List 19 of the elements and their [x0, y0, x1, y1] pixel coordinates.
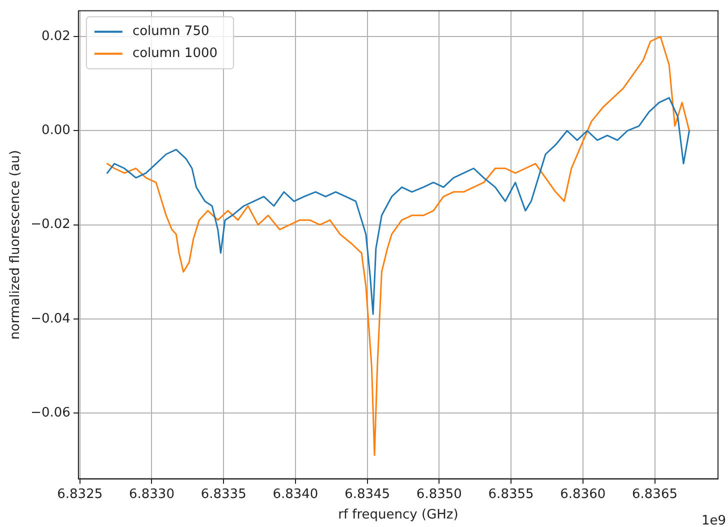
x-tick-label: 6.8360	[560, 486, 606, 502]
x-tick-label: 6.8355	[488, 486, 534, 502]
text: 1e9	[701, 514, 726, 527]
x-tick-label: 6.8365	[632, 486, 678, 502]
y-axis-title: normalized fluorescence (au)	[8, 150, 24, 340]
y-tick-label: 0.02	[41, 29, 70, 44]
y-tick-label: −0.06	[30, 405, 70, 420]
x-tick-label: 6.8340	[272, 486, 318, 502]
x-tick-label: 6.8330	[128, 486, 174, 502]
x-axis-title: rf frequency (GHz)	[338, 508, 458, 523]
legend-label: column 750	[132, 24, 210, 40]
y-tick-label: 0.00	[41, 123, 70, 138]
x-tick-label: 6.8345	[344, 486, 390, 502]
y-tick-label: −0.02	[30, 217, 70, 232]
x-tick-label: 6.8335	[200, 486, 246, 502]
x-tick-label: 6.8325	[57, 486, 103, 502]
legend-label: column 1000	[132, 46, 218, 62]
y-tick-label: −0.04	[30, 311, 70, 326]
x-tick-label: 6.8350	[416, 486, 462, 502]
